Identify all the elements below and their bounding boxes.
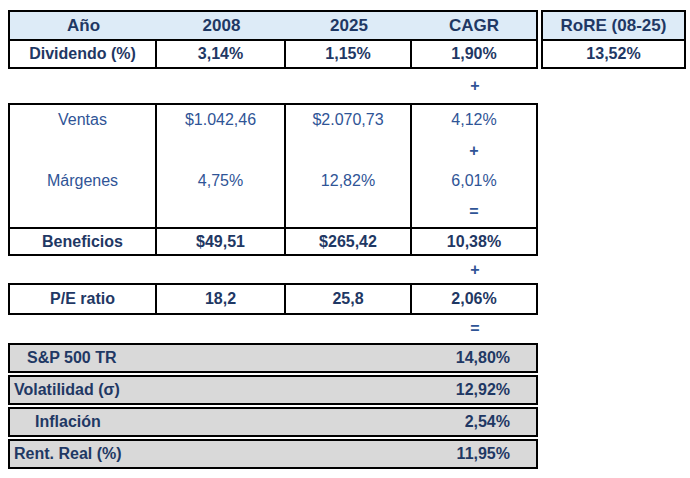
cell-margenes-2008[interactable]: 4,75% xyxy=(157,166,284,197)
summary-row-inflacion: Inflación 2,54% xyxy=(8,407,538,437)
cell-ventas-2008[interactable]: $1.042,46 xyxy=(157,105,284,136)
spacer xyxy=(286,136,410,167)
cell-dividendo-2008[interactable]: 3,14% xyxy=(157,41,286,67)
growth-cagr-column: 4,12% + 6,01% = xyxy=(412,105,536,227)
pe-row: P/E ratio 18,2 25,8 2,06% xyxy=(10,285,536,313)
cell-ventas-cagr[interactable]: 4,12% xyxy=(412,105,536,136)
summary-value-rent-real[interactable]: 11,95% xyxy=(457,445,536,463)
equals-operator[interactable]: = xyxy=(412,197,536,228)
cell-pe-cagr[interactable]: 2,06% xyxy=(412,285,536,313)
spreadsheet: Año 2008 2025 CAGR Dividendo (%) 3,14% 1… xyxy=(0,0,690,478)
summary-label-sp500[interactable]: S&P 500 TR xyxy=(10,349,117,367)
beneficios-row: Beneficios $49,51 $265,42 10,38% xyxy=(10,227,536,254)
cell-ventas-label[interactable]: Ventas xyxy=(10,105,155,136)
summary-table: S&P 500 TR 14,80% Volatilidad (σ) 12,92%… xyxy=(8,343,538,469)
cell-ventas-2025[interactable]: $2.070,73 xyxy=(286,105,410,136)
summary-row-volatilidad: Volatilidad (σ) 12,92% xyxy=(8,375,538,405)
top-table-header-row: Año 2008 2025 CAGR xyxy=(10,12,536,41)
cell-dividendo-cagr[interactable]: 1,90% xyxy=(412,41,536,67)
spacer xyxy=(10,197,155,228)
spacer xyxy=(286,197,410,228)
cell-pe-2025[interactable]: 25,8 xyxy=(286,285,412,313)
summary-label-inflacion[interactable]: Inflación xyxy=(10,413,101,431)
growth-2008-column: $1.042,46 4,75% xyxy=(157,105,286,227)
cell-pe-2008[interactable]: 18,2 xyxy=(157,285,286,313)
cell-margenes-cagr[interactable]: 6,01% xyxy=(412,166,536,197)
header-cell-2008[interactable]: 2008 xyxy=(157,12,286,39)
header-cell-ano[interactable]: Año xyxy=(10,12,157,39)
plus-operator[interactable]: + xyxy=(412,136,536,167)
top-table: Año 2008 2025 CAGR Dividendo (%) 3,14% 1… xyxy=(8,10,538,69)
summary-value-sp500[interactable]: 14,80% xyxy=(456,349,536,367)
summary-row-sp500: S&P 500 TR 14,80% xyxy=(8,343,538,373)
growth-2025-column: $2.070,73 12,82% xyxy=(286,105,412,227)
summary-label-rent-real[interactable]: Rent. Real (%) xyxy=(10,445,122,463)
plus-operator[interactable]: + xyxy=(412,257,538,282)
growth-table: Ventas Márgenes $1.042,46 4,75% $2.070,7… xyxy=(8,103,538,256)
cell-dividendo-2025[interactable]: 1,15% xyxy=(286,41,412,67)
cell-beneficios-2008[interactable]: $49,51 xyxy=(157,229,286,254)
cell-beneficios-cagr[interactable]: 10,38% xyxy=(412,229,536,254)
summary-label-volatilidad[interactable]: Volatilidad (σ) xyxy=(10,381,120,399)
growth-label-column: Ventas Márgenes xyxy=(10,105,157,227)
summary-row-rent-real: Rent. Real (%) 11,95% xyxy=(8,439,538,469)
plus-operator[interactable]: + xyxy=(412,71,538,101)
cell-dividendo-rore[interactable]: 13,52% xyxy=(543,41,684,67)
cell-margenes-2025[interactable]: 12,82% xyxy=(286,166,410,197)
spacer xyxy=(157,136,284,167)
pe-table: P/E ratio 18,2 25,8 2,06% xyxy=(8,283,538,315)
cell-beneficios-label[interactable]: Beneficios xyxy=(10,229,157,254)
header-cell-2025[interactable]: 2025 xyxy=(286,12,412,39)
header-cell-rore[interactable]: RoRE (08-25) xyxy=(543,12,684,41)
header-cell-cagr[interactable]: CAGR xyxy=(412,12,536,39)
summary-value-volatilidad[interactable]: 12,92% xyxy=(456,381,536,399)
spacer xyxy=(10,136,155,167)
cell-beneficios-2025[interactable]: $265,42 xyxy=(286,229,412,254)
summary-value-inflacion[interactable]: 2,54% xyxy=(465,413,536,431)
cell-dividendo-label[interactable]: Dividendo (%) xyxy=(10,41,157,67)
growth-table-body: Ventas Márgenes $1.042,46 4,75% $2.070,7… xyxy=(10,105,536,227)
spacer xyxy=(157,197,284,228)
dividendo-row: Dividendo (%) 3,14% 1,15% 1,90% xyxy=(10,41,536,67)
cell-pe-label[interactable]: P/E ratio xyxy=(10,285,157,313)
cell-margenes-label[interactable]: Márgenes xyxy=(10,166,155,197)
rore-box: RoRE (08-25) 13,52% xyxy=(541,10,686,69)
equals-operator[interactable]: = xyxy=(412,316,538,342)
